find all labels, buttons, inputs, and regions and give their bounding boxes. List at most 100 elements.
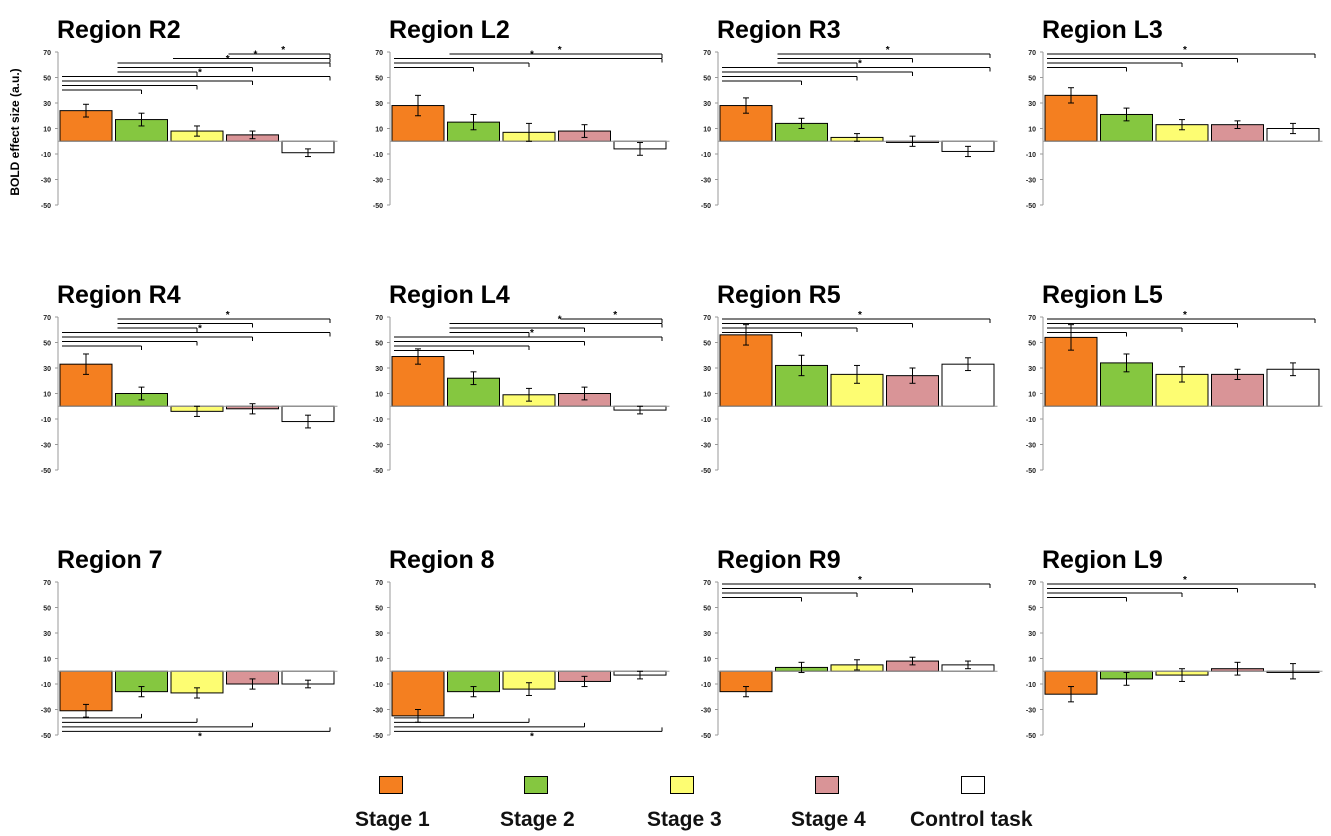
legend-label-stage-2: Stage 2 [500, 808, 575, 831]
y-tick-label: 50 [43, 341, 51, 348]
legend-label-stage-3: Stage 3 [647, 808, 722, 831]
significance-star: * [281, 45, 285, 56]
y-tick-label: -30 [701, 708, 711, 715]
bar [719, 334, 773, 407]
chart-title: Region L5 [1042, 281, 1163, 309]
y-tick-label: 50 [43, 76, 51, 83]
chart-title: Region 7 [57, 546, 163, 574]
y-tick-label: -50 [373, 468, 383, 475]
legend-swatch-stage-3 [670, 776, 694, 794]
y-tick-label: -50 [373, 203, 383, 210]
y-tick-label: -50 [1026, 468, 1036, 475]
y-tick-label: -30 [373, 708, 383, 715]
chart-title: Region R9 [717, 546, 841, 574]
y-tick-label: -10 [41, 682, 51, 689]
y-tick-label: -30 [1026, 443, 1036, 450]
y-tick-label: -30 [41, 178, 51, 185]
y-tick-label: 10 [375, 127, 383, 134]
y-tick-label: -50 [1026, 203, 1036, 210]
y-tick-label: -30 [373, 443, 383, 450]
y-tick-label: 70 [1028, 580, 1036, 587]
significance-star: * [226, 310, 230, 321]
chart-panel: Region L9 70 50 30 10 -10 -30 -50 * [1026, 546, 1323, 740]
y-tick-label: 70 [1028, 50, 1036, 57]
legend-swatch-stage-4 [815, 776, 839, 794]
chart-title: Region L4 [389, 281, 510, 309]
significance-star: * [530, 50, 534, 61]
legend-swatch-stage-1 [379, 776, 403, 794]
y-tick-label: 70 [43, 580, 51, 587]
chart-title: Region R3 [717, 16, 841, 44]
y-tick-label: -50 [1026, 733, 1036, 740]
y-tick-label: -50 [41, 733, 51, 740]
y-tick-label: -10 [1026, 417, 1036, 424]
y-tick-label: -10 [701, 682, 711, 689]
significance-star: * [254, 50, 258, 61]
y-tick-label: 10 [1028, 657, 1036, 664]
chart-panel: Region 7 70 50 30 10 -10 -30 -50 * [41, 546, 338, 742]
y-tick-label: -30 [1026, 178, 1036, 185]
chart-title: Region R5 [717, 281, 841, 309]
y-tick-label: -50 [701, 733, 711, 740]
chart-panel: Region L2 70 50 30 10 -10 -30 -50 * * [373, 16, 670, 210]
significance-star: * [858, 59, 862, 70]
chart-panel: Region R5 70 50 30 10 -10 -30 -50 * [701, 281, 998, 475]
y-tick-label: 10 [375, 392, 383, 399]
y-tick-label: 70 [703, 50, 711, 57]
y-tick-label: 30 [375, 631, 383, 638]
y-tick-label: 50 [1028, 341, 1036, 348]
y-tick-label: 30 [43, 631, 51, 638]
y-tick-label: -50 [41, 468, 51, 475]
chart-title: Region R2 [57, 16, 181, 44]
y-tick-label: -50 [701, 203, 711, 210]
y-tick-label: 30 [43, 101, 51, 108]
chart-title: Region L9 [1042, 546, 1163, 574]
y-tick-label: -50 [41, 203, 51, 210]
legend-swatch-stage-2 [524, 776, 548, 794]
y-tick-label: 50 [375, 341, 383, 348]
legend-label-control-task: Control task [910, 808, 1033, 831]
significance-star: * [858, 310, 862, 321]
y-tick-label: 10 [703, 127, 711, 134]
y-tick-label: 50 [703, 76, 711, 83]
y-tick-label: 50 [375, 606, 383, 613]
y-tick-label: 30 [703, 366, 711, 373]
chart-panel: Region 8 70 50 30 10 -10 -30 -50 * [373, 546, 670, 742]
chart-title: Region L2 [389, 16, 510, 44]
y-tick-label: 30 [1028, 366, 1036, 373]
chart-panel: Region R4 70 50 30 10 -10 -30 -50 * * [41, 281, 338, 475]
y-tick-label: -30 [41, 708, 51, 715]
chart-panel: Region L3 70 50 30 10 -10 -30 -50 * [1026, 16, 1323, 210]
bar [391, 356, 445, 407]
y-tick-label: 50 [1028, 76, 1036, 83]
significance-star: * [530, 731, 534, 742]
y-tick-label: -10 [1026, 152, 1036, 159]
chart-title: Region 8 [389, 546, 495, 574]
chart-panel: Region L5 70 50 30 10 -10 -30 -50 * [1026, 281, 1323, 475]
bar [391, 670, 445, 717]
y-tick-label: 70 [375, 315, 383, 322]
y-tick-label: -10 [41, 152, 51, 159]
chart-panel: Region L4 70 50 30 10 -10 -30 -50 * * * [373, 281, 670, 475]
y-tick-label: -10 [701, 417, 711, 424]
y-tick-label: -50 [701, 468, 711, 475]
y-tick-label: 10 [43, 392, 51, 399]
y-tick-label: 10 [43, 657, 51, 664]
significance-star: * [1183, 45, 1187, 56]
significance-star: * [858, 575, 862, 586]
y-tick-label: 50 [375, 76, 383, 83]
y-tick-label: -30 [41, 443, 51, 450]
y-tick-label: 10 [1028, 392, 1036, 399]
significance-star: * [886, 45, 890, 56]
legend-label-stage-1: Stage 1 [355, 808, 430, 831]
y-tick-label: -10 [701, 152, 711, 159]
y-tick-label: -30 [701, 443, 711, 450]
significance-star: * [198, 68, 202, 79]
significance-star: * [613, 310, 617, 321]
significance-star: * [198, 324, 202, 335]
significance-star: * [226, 54, 230, 65]
significance-star: * [558, 315, 562, 326]
y-tick-label: 70 [1028, 315, 1036, 322]
y-tick-label: 70 [43, 315, 51, 322]
chart-panel: Region R2 70 50 30 10 -10 -30 -50 * * * * [41, 16, 338, 210]
